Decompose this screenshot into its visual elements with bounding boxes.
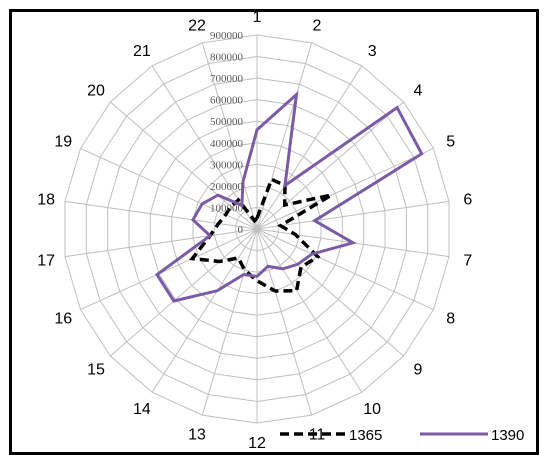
category-label: 21: [133, 43, 151, 60]
category-label: 9: [414, 361, 423, 378]
legend-label-1390: 1390: [491, 427, 524, 444]
radial-tick-label: 500000: [210, 116, 244, 128]
category-label: 14: [133, 401, 151, 418]
category-label: 16: [54, 310, 72, 327]
category-label: 4: [414, 83, 423, 100]
category-label: 18: [37, 192, 55, 209]
radial-tick-label: 800000: [210, 52, 244, 64]
category-label: 13: [188, 426, 206, 443]
category-label: 1: [253, 9, 262, 26]
radial-tick-label: 600000: [210, 95, 244, 107]
category-label: 17: [37, 252, 55, 269]
spoke-line: [256, 228, 363, 393]
category-label: 20: [87, 83, 105, 100]
spoke-line: [256, 65, 363, 230]
category-label: 22: [188, 18, 206, 35]
spoke-lines: [64, 35, 450, 423]
radial-tick-label: 0: [238, 224, 244, 236]
spoke-line: [151, 65, 258, 230]
spoke-line: [256, 200, 450, 230]
legend: 1365 1390: [280, 427, 524, 444]
category-label: 2: [313, 18, 322, 35]
legend-label-1365: 1365: [349, 427, 382, 444]
category-label: 8: [446, 310, 455, 327]
spoke-line: [201, 228, 258, 416]
radial-tick-label: 300000: [210, 159, 244, 171]
spoke-line: [201, 42, 258, 230]
spoke-line: [256, 101, 404, 230]
spoke-line: [151, 228, 258, 393]
series-1390-line: [154, 90, 424, 303]
series-layer: [154, 90, 424, 303]
category-label: 3: [368, 43, 377, 60]
category-label: 15: [87, 361, 105, 378]
radial-tick-labels: 0 100000 200000 300000 400000 500000 600000 700…: [210, 30, 244, 236]
category-label: 11: [309, 426, 326, 443]
radial-tick-label: 400000: [210, 138, 244, 150]
series-1365-line: [188, 176, 333, 293]
category-label: 5: [446, 134, 455, 151]
radial-tick-label: 900000: [210, 30, 244, 42]
spoke-line: [256, 228, 313, 416]
spoke-line: [64, 200, 258, 230]
radial-tick-label: 100000: [210, 202, 244, 214]
radial-tick-label: 200000: [210, 181, 244, 193]
spoke-line: [256, 147, 434, 230]
category-label: 6: [463, 192, 472, 209]
spoke-line: [110, 228, 258, 357]
category-label: 12: [248, 435, 266, 450]
spoke-line: [110, 101, 258, 230]
spoke-line: [256, 228, 434, 311]
category-label: 10: [363, 401, 381, 418]
chart-frame: [9, 9, 539, 455]
radial-tick-label: 700000: [210, 73, 244, 85]
spoke-line: [80, 147, 258, 230]
spoke-line: [64, 228, 258, 258]
category-label: 7: [463, 252, 472, 269]
spoke-line: [80, 228, 258, 311]
spoke-line: [256, 228, 404, 357]
category-label: 19: [54, 134, 72, 151]
